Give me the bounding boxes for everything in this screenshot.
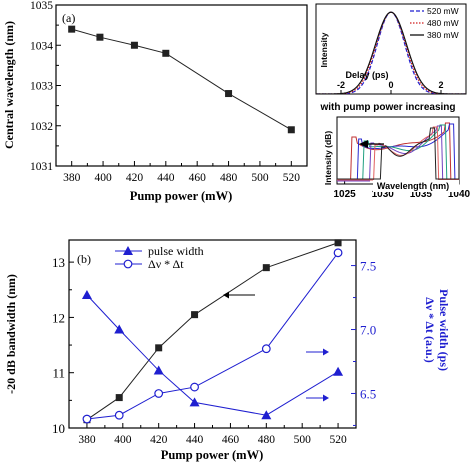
panel-a-data-point [130, 41, 138, 49]
panel-b-data-point-circle [333, 248, 343, 258]
panel-b-x-axis-label: Pump power (mW) [161, 448, 264, 462]
panel-b-plot-frame [68, 239, 357, 429]
inset-auto-legend-label: 480 mW [427, 18, 459, 28]
panel-b-y-tick-label: 12 [52, 310, 65, 325]
inset-spectra-chart: 1025 1030 1035 1040 Wavelength (nm) Intensi… [323, 116, 471, 200]
panel-a-y-tick-label: 1033 [30, 81, 53, 93]
panel-b-y2-axis-label-line1: Pulse width (ps) [437, 289, 451, 371]
panel-b-arrow-right-axis-2-head [323, 394, 329, 402]
inset-auto-x-tick-label: 0 [388, 80, 393, 90]
panel-a-x-tick-label: 500 [251, 172, 269, 184]
panel-b-x-tick-label: 420 [150, 434, 168, 446]
panel-a-data-point [287, 126, 295, 134]
panel-a-y-axis-label: Central wavelength (nm) [2, 21, 16, 149]
inset-spectra-title: with pump power increasing [319, 102, 455, 113]
panel-b-x-tick-label: 440 [186, 434, 204, 446]
panel-b-data-point-circle [114, 410, 124, 420]
panel-b-data-point-circle [190, 382, 199, 392]
panel-b-x-tick-label: 520 [329, 434, 347, 446]
inset-auto-x-axis-label: Delay (ps) [345, 70, 388, 80]
panel-b-data-point-triangle [189, 397, 200, 407]
panel-a-y-tick-label: 1035 [30, 0, 53, 12]
panel-b-data-point-circle [82, 414, 92, 424]
panel-b-data-point-triangle [81, 289, 92, 299]
panel-a-label: (a) [62, 11, 75, 25]
panel-b-series-line [86, 252, 339, 420]
panel-b-x-tick-label: 480 [258, 434, 276, 446]
panel-b-series-line [86, 294, 339, 416]
inset-spec-trend-arrow [359, 140, 384, 148]
panel-b-y-tick-label: 10 [52, 421, 65, 436]
panel-a-x-axis-label: Pump power (mW) [130, 189, 233, 203]
panel-a-series-line [71, 28, 292, 131]
inset-auto-legend-label: 520 mW [427, 6, 459, 16]
panel-b-y-axis-label: -20 dB bandwidth (nm) [4, 274, 18, 394]
panel-b-y2-tick-label: 6.5 [360, 386, 376, 401]
panel-a-data-point [225, 90, 233, 98]
panel-b-data-point-triangle [114, 324, 125, 334]
panel-a-data-point [96, 33, 104, 41]
panel-a-data-point [68, 25, 76, 33]
inset-spec-curve [337, 122, 459, 182]
panel-b-x-tick-label: 400 [114, 434, 132, 446]
panel-a-data-point [162, 49, 170, 57]
panel-a-plot-frame [55, 4, 308, 167]
panel-a-y-tick-label: 1034 [30, 40, 53, 52]
panel-a-chart: 380 400 420 440 460 480 500 520 1031 1032 1033 1034… [2, 0, 308, 203]
panel-b-chart: 380 400 420 440 460 480 500 520 10 11 12 13 6.5 7.0 7.… [4, 239, 451, 462]
panel-b-y2-axis-label-line2: Δν * Δt (a.u.) [423, 297, 437, 362]
panel-b-data-point-square [155, 344, 163, 352]
panel-b-x-tick-label: 460 [222, 434, 240, 446]
inset-auto-y-axis-label: Intensity [319, 32, 329, 67]
inset-auto-legend-label: 380 mW [427, 30, 459, 40]
panel-a-y-tick-label: 1031 [30, 161, 53, 173]
panel-a-x-tick-label: 480 [220, 172, 238, 184]
panel-b-data-point-circle [261, 344, 271, 354]
panel-b-x-tick-label: 380 [78, 434, 96, 446]
inset-auto-curve [316, 11, 466, 94]
panel-b-arrow-right-axis-1-head [323, 348, 329, 356]
panel-a-y-tick-label: 1032 [30, 121, 53, 133]
inset-spec-x-axis-label: Wavelength (nm) [377, 181, 449, 191]
panel-b-data-point-circle [154, 389, 164, 398]
panel-b-x-tick-label: 500 [294, 434, 312, 446]
panel-a-x-tick-label: 380 [63, 172, 81, 184]
panel-b-legend-circle [123, 259, 133, 269]
inset-spec-frame [336, 116, 460, 185]
panel-a-x-tick-label: 520 [283, 172, 301, 184]
panel-b-data-point-square [334, 239, 342, 247]
inset-spec-x-tick-label: 1025 [334, 189, 357, 200]
panel-b-data-point-square [262, 264, 270, 272]
inset-spec-y-axis-label: Intensity (dB) [323, 131, 333, 185]
panel-b-data-point-triangle [333, 366, 344, 376]
panel-b-data-point-triangle [153, 365, 164, 375]
inset-spec-curve [337, 127, 459, 180]
panel-a-x-tick-label: 440 [157, 172, 175, 184]
panel-b-y-tick-label: 11 [52, 366, 65, 381]
panel-a-x-tick-label: 400 [94, 172, 112, 184]
panel-b-legend-label: Δν * Δt [148, 257, 184, 271]
panel-b-legend-label: pulse width [148, 244, 204, 258]
panel-b-data-point-square [115, 394, 123, 402]
panel-b-data-point-square [191, 311, 199, 319]
panel-b-series-line [86, 242, 339, 421]
panel-b-legend-triangle [123, 246, 133, 255]
panel-b-arrow-left-axis-head [223, 291, 229, 299]
inset-auto-frame [315, 3, 467, 95]
panel-b-y-tick-label: 13 [52, 255, 65, 270]
inset-spec-x-tick-label: 1035 [410, 189, 433, 200]
inset-autocorrelation-chart: -2 0 2 520 mW 480 mW 380 mW Delay (ps) Inten… [315, 3, 467, 95]
inset-auto-x-tick-label: 2 [438, 80, 443, 90]
panel-b-label: (b) [77, 252, 91, 266]
inset-spec-x-tick-label: 1040 [448, 189, 471, 200]
panel-b-y2-tick-label: 7.5 [360, 259, 376, 274]
inset-spec-x-tick-label: 1030 [372, 189, 395, 200]
inset-auto-x-tick-label: -2 [337, 80, 345, 90]
panel-a-x-tick-label: 420 [126, 172, 144, 184]
panel-b-y2-tick-label: 7.0 [360, 323, 376, 338]
panel-a-x-tick-label: 460 [189, 172, 207, 184]
inset-spec-curve [337, 125, 459, 182]
panel-b-data-point-triangle [261, 410, 272, 420]
